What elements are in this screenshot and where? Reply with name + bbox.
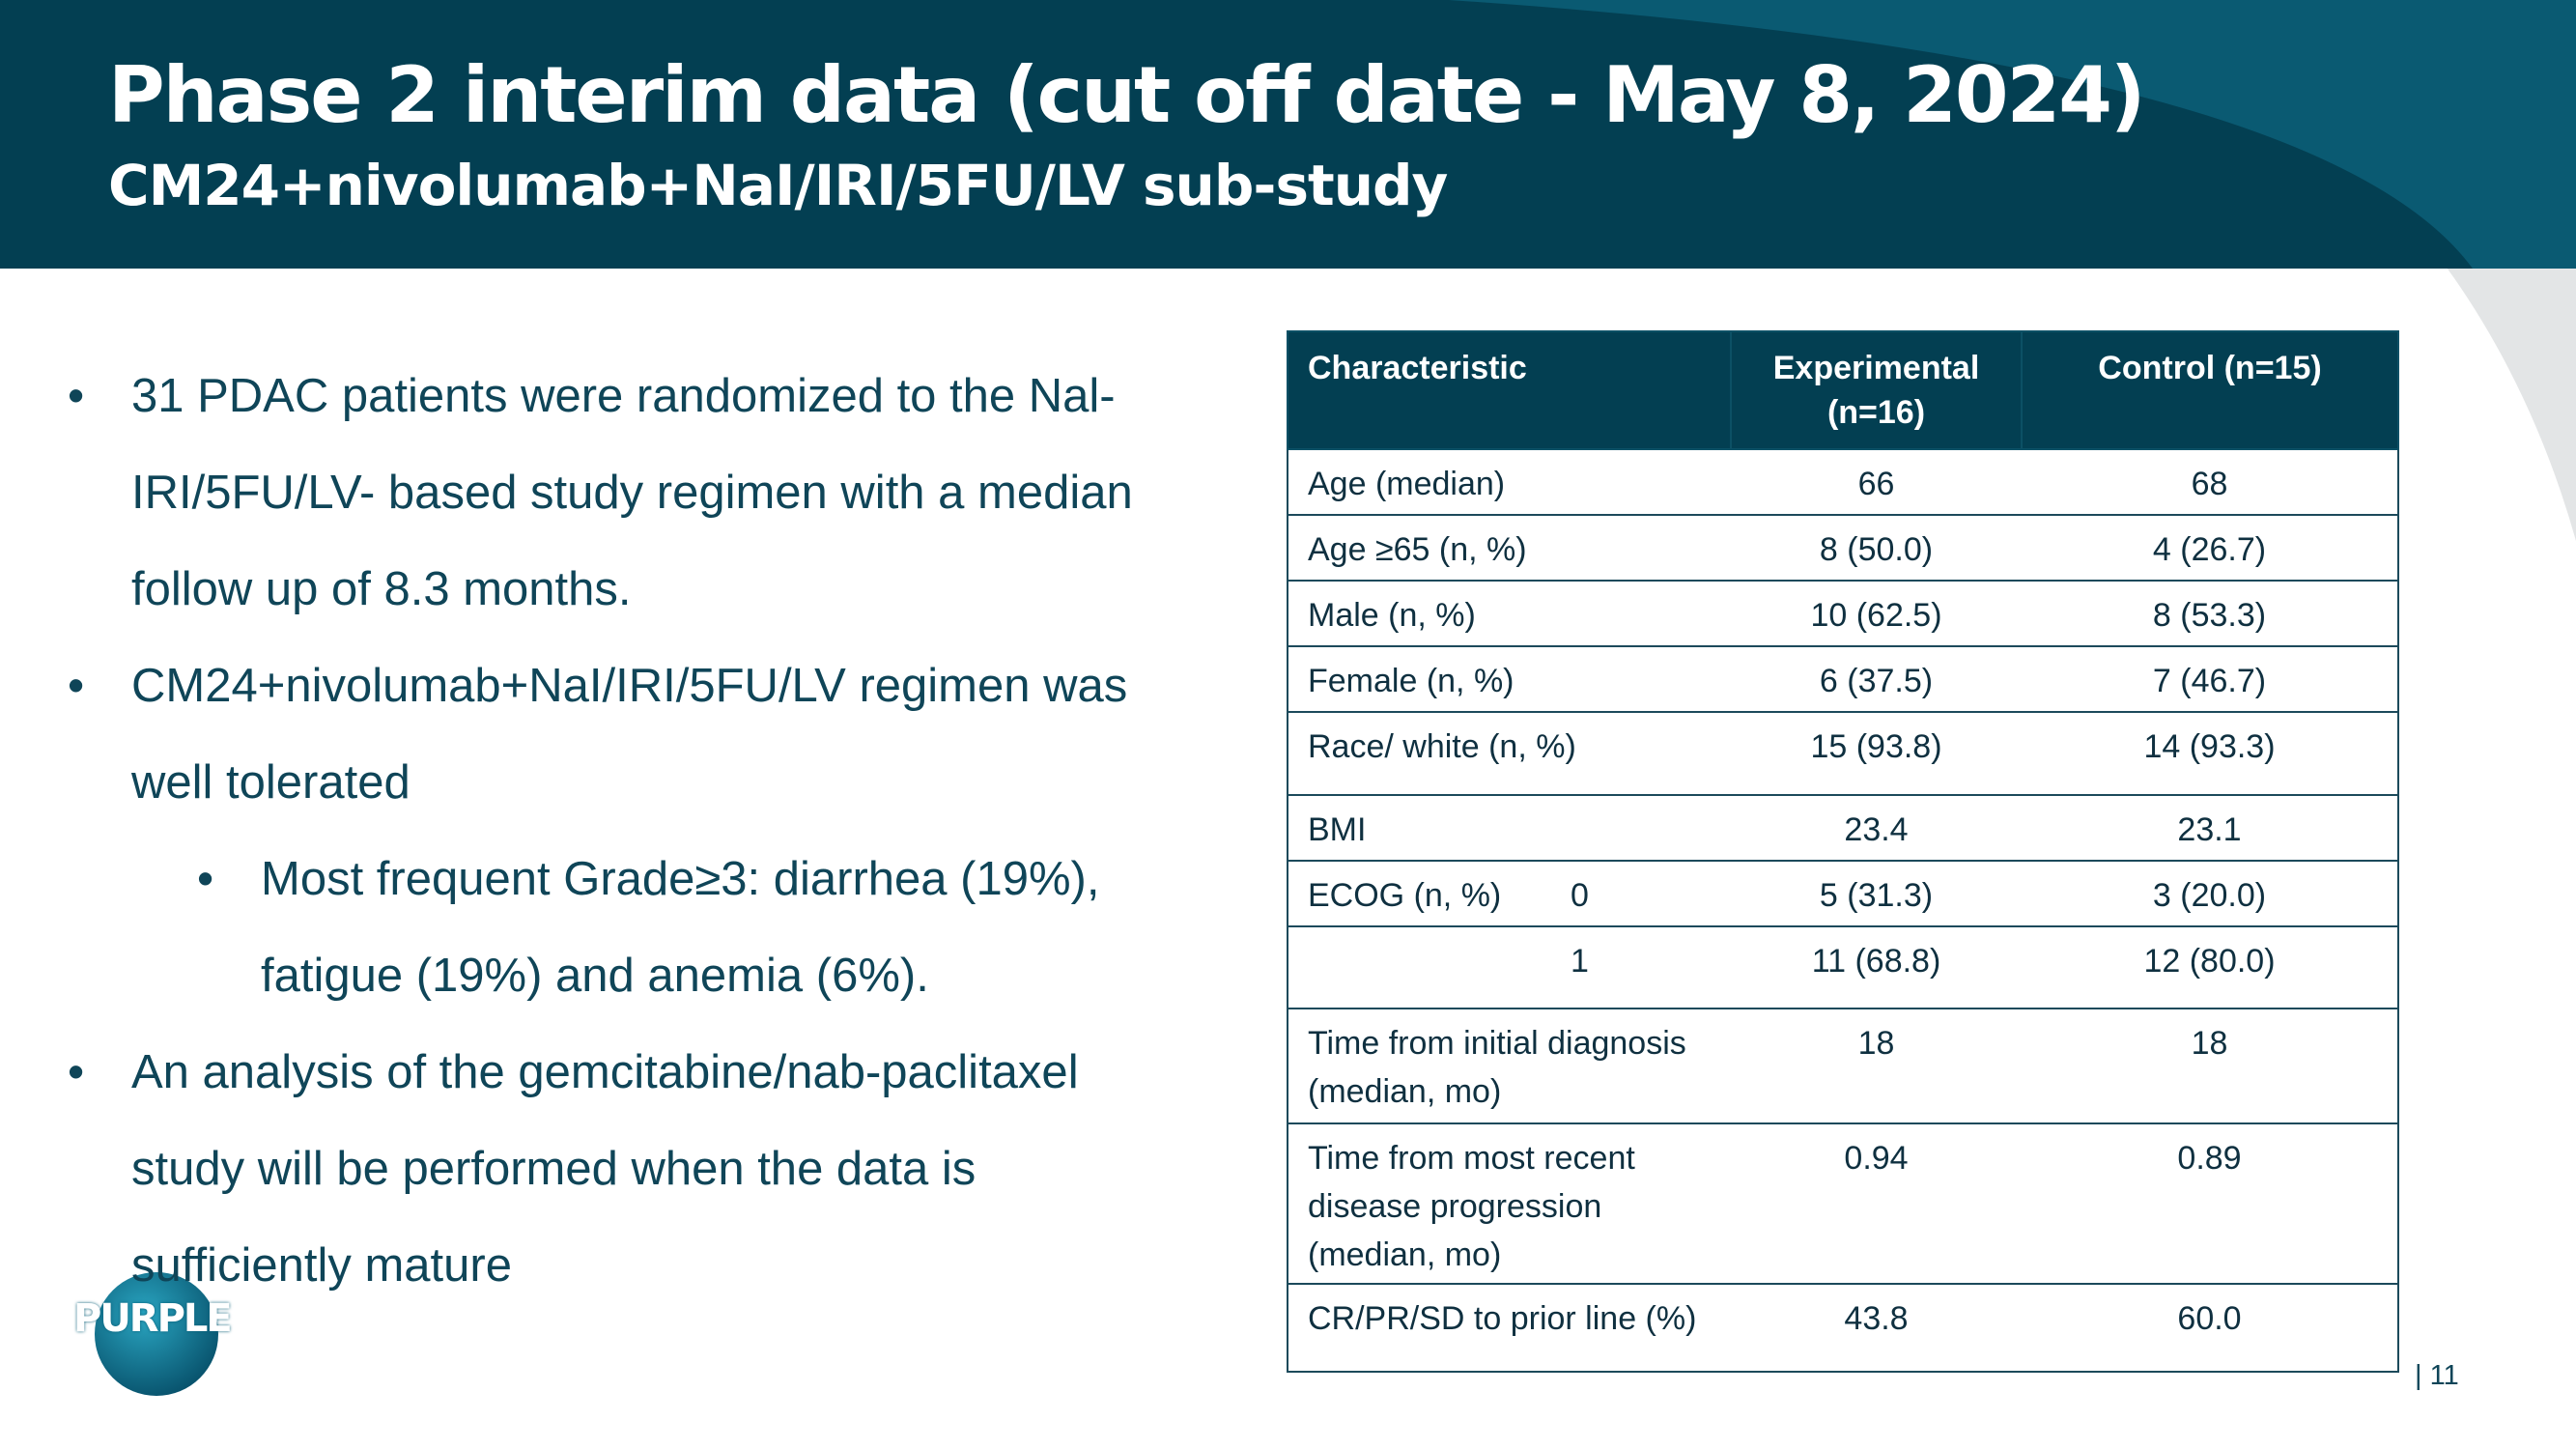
- bullet-text: An analysis of the gemcitabine/nab-pacli…: [131, 1046, 1079, 1292]
- characteristics-table: Characteristic Experimental (n=16) Control…: [1287, 330, 2399, 1373]
- bullet-dot: •: [68, 660, 85, 712]
- label-cell: Race/ white (n, %): [1287, 711, 1731, 796]
- value-cell: 6 (37.5): [1731, 645, 2022, 713]
- value-cell: 18: [2022, 1008, 2399, 1124]
- bullet: • Most frequent Grade≥3: diarrhea (19%), …: [0, 831, 1198, 1024]
- table-row: Race/ white (n, %) 15 (93.8) 14 (93.3): [1287, 711, 2399, 796]
- label-cell: Age ≥65 (n, %): [1287, 514, 1731, 582]
- value-cell: 8 (53.3): [2022, 580, 2399, 647]
- bullet-dot: •: [197, 853, 214, 905]
- label-cell: Female (n, %): [1287, 645, 1731, 713]
- header-arc: [1449, 0, 2576, 269]
- row-label: Race/ white (n, %): [1308, 728, 1576, 765]
- value-cell: 23.4: [1731, 794, 2022, 862]
- row-label: Male (n, %): [1308, 597, 1476, 634]
- bullet: • An analysis of the gemcitabine/nab-pacl…: [0, 1024, 1198, 1314]
- row-level: 0: [1571, 877, 1589, 914]
- value-cell: 14 (93.3): [2022, 711, 2399, 796]
- value-cell: 3 (20.0): [2022, 860, 2399, 927]
- table-row: CR/PR/SD to prior line (%) 43.8 60.0: [1287, 1283, 2399, 1373]
- table-row: BMI 23.4 23.1: [1287, 794, 2399, 862]
- value-cell: 5 (31.3): [1731, 860, 2022, 927]
- label-cell: Male (n, %): [1287, 580, 1731, 647]
- value-cell: 7 (46.7): [2022, 645, 2399, 713]
- bullet-text: CM24+nivolumab+NaI/IRI/5FU/LV regimen wa…: [131, 660, 1128, 809]
- row-label: Female (n, %): [1308, 663, 1514, 699]
- row-label: Time from initial diagnosis (median, mo): [1308, 1025, 1686, 1110]
- value-cell: 4 (26.7): [2022, 514, 2399, 582]
- logo: PURPLE: [73, 1296, 233, 1341]
- bullet-list: • 31 PDAC patients were randomized to the…: [0, 348, 1198, 1314]
- value-cell: 0.94: [1731, 1122, 2022, 1285]
- value-cell: 66: [1731, 448, 2022, 516]
- table-row: Female (n, %) 6 (37.5) 7 (46.7): [1287, 645, 2399, 713]
- logo-circle: [95, 1272, 218, 1396]
- row-label: ECOG (n, %): [1308, 877, 1502, 914]
- header-cell: Control (n=15): [2021, 330, 2399, 450]
- label-cell: CR/PR/SD to prior line (%): [1287, 1283, 1731, 1373]
- table-row: Age ≥65 (n, %) 8 (50.0) 4 (26.7): [1287, 514, 2399, 582]
- value-cell: 15 (93.8): [1731, 711, 2022, 796]
- label-cell: Age (median): [1287, 448, 1731, 516]
- row-label: CR/PR/SD to prior line (%): [1308, 1300, 1697, 1337]
- value-cell: 10 (62.5): [1731, 580, 2022, 647]
- value-cell: 11 (68.8): [1731, 925, 2022, 1009]
- bullet-text: 31 PDAC patients were randomized to the …: [131, 370, 1133, 615]
- row-label: BMI: [1308, 811, 1367, 848]
- row-label: Age (median): [1308, 466, 1506, 502]
- label-cell: Time from initial diagnosis (median, mo): [1287, 1008, 1731, 1124]
- bullet-dot: •: [68, 370, 85, 422]
- value-cell: 0.89: [2022, 1122, 2399, 1285]
- bullet: • 31 PDAC patients were randomized to the…: [0, 348, 1198, 638]
- subtitle: CM24+nivolumab+NaI/IRI/5FU/LV sub-study: [108, 153, 1448, 218]
- label-cell: ECOG (n, %) 0: [1287, 860, 1731, 927]
- value-cell: 43.8: [1731, 1283, 2022, 1373]
- table-row: Time from most recent disease progressio…: [1287, 1122, 2399, 1285]
- title: Phase 2 interim data (cut off date - May…: [108, 50, 2145, 140]
- row-level: 1: [1571, 943, 1589, 980]
- table-row: ECOG (n, %) 0 5 (31.3) 3 (20.0): [1287, 860, 2399, 927]
- bullet-text: Most frequent Grade≥3: diarrhea (19%), f…: [261, 853, 1100, 1002]
- value-cell: 68: [2022, 448, 2399, 516]
- label-cell: 1: [1287, 925, 1731, 1009]
- page-number: | 11: [2415, 1360, 2459, 1391]
- value-cell: 23.1: [2022, 794, 2399, 862]
- table-header: Characteristic Experimental (n=16) Control…: [1287, 330, 2399, 450]
- value-cell: 8 (50.0): [1731, 514, 2022, 582]
- table-row: Male (n, %) 10 (62.5) 8 (53.3): [1287, 580, 2399, 647]
- table-row: Age (median) 66 68: [1287, 448, 2399, 516]
- value-cell: 12 (80.0): [2022, 925, 2399, 1009]
- label-cell: Time from most recent disease progressio…: [1287, 1122, 1731, 1285]
- value-cell: 60.0: [2022, 1283, 2399, 1373]
- label-cell: BMI: [1287, 794, 1731, 862]
- table-row: Time from initial diagnosis (median, mo)…: [1287, 1008, 2399, 1124]
- bullet-dot: •: [68, 1046, 85, 1098]
- row-label: Time from most recent disease progressio…: [1308, 1140, 1635, 1273]
- header-cell: Experimental (n=16): [1730, 330, 2023, 450]
- bullet: • CM24+nivolumab+NaI/IRI/5FU/LV regimen w…: [0, 638, 1198, 831]
- value-cell: 18: [1731, 1008, 2022, 1124]
- table-row: 1 11 (68.8) 12 (80.0): [1287, 925, 2399, 1009]
- header-cell: Characteristic: [1287, 330, 1732, 450]
- row-label: Age ≥65 (n, %): [1308, 531, 1527, 568]
